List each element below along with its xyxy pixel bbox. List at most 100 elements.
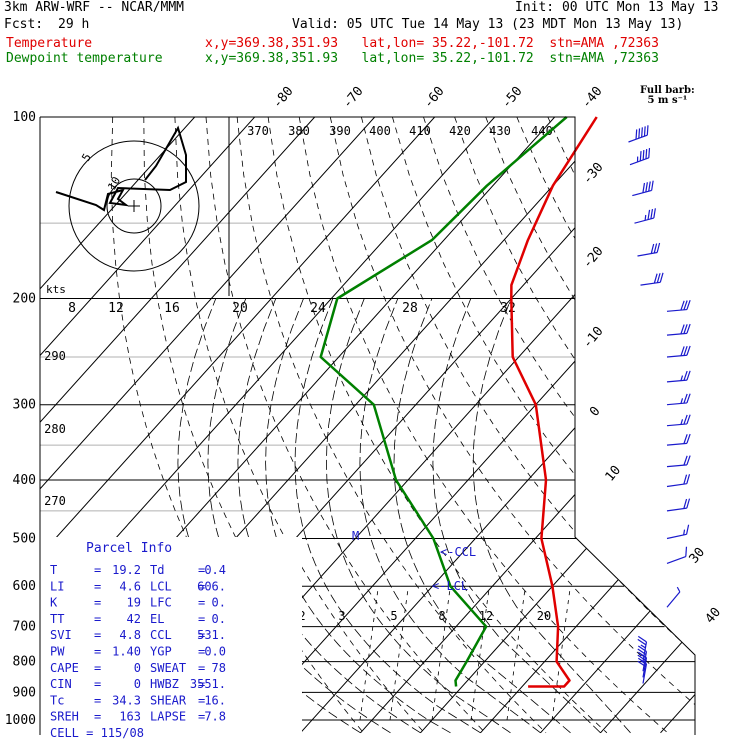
wind-barb-flag-7-0 [686, 323, 691, 334]
wind-barb-staff-12 [666, 442, 687, 446]
parcel-info-title: Parcel Info [86, 541, 172, 556]
wind-barb-0 [628, 125, 649, 143]
series-dewpoint-name: Dewpoint temperature [6, 51, 163, 66]
wind-barb-flag-21-0 [637, 651, 647, 659]
wind-barb-flag-16-0 [685, 524, 690, 535]
wind-barb-half-9 [680, 375, 684, 381]
parcel-row-3-key1: TT [50, 612, 64, 626]
parcel-row-4-key2: CCL [150, 628, 172, 642]
hodograph-ring-label-32: 32 [500, 301, 516, 316]
wind-barb-flag-22-0 [637, 657, 647, 665]
parcel-row-6-eq2: = [198, 661, 205, 675]
parcel-row-2-val2: 0. [212, 596, 226, 610]
wind-barb-flag-8-2 [680, 346, 685, 356]
wind-barb-flag-9-0 [686, 370, 691, 381]
theta-label-430: 430 [489, 124, 511, 138]
wind-barb-half-11 [680, 419, 684, 425]
parcel-row-7-eq1: = [94, 677, 101, 691]
wind-barb-flag-13-1 [683, 455, 688, 466]
parcel-row-8-key2: SHEAR [150, 693, 187, 707]
wind-barb-16 [666, 524, 690, 540]
wind-barb-flag-4-1 [653, 243, 658, 254]
wind-barb-flag-12-1 [683, 434, 688, 444]
wind-barb-4 [637, 242, 661, 257]
wind-barb-staff-19 [642, 641, 648, 662]
mixing-ratio-label-5: 5 [390, 609, 397, 623]
hodograph-trace [55, 125, 187, 212]
wind-barb-flag-6-2 [680, 300, 685, 311]
dry-adiabat-370 [485, 117, 695, 734]
wind-barb-staff-20 [642, 651, 648, 672]
parcel-row-1-val1: 4.6 [119, 579, 141, 593]
hodograph-ring-1 [68, 140, 200, 272]
isotherm-label--30: -30 [580, 160, 607, 188]
wind-barb-flag-3-0 [653, 208, 656, 219]
wind-barb-flag-11-0 [686, 414, 691, 425]
isotherm-labels: -80 -70 -60 -50 -40 -30 -20 -10 0 10 30 40 [270, 84, 724, 627]
parcel-cell-label: CELL = 115/08 [50, 726, 144, 740]
marker-ccl: <-CCL [440, 545, 476, 559]
theta-label-420: 420 [449, 124, 471, 138]
theta-label-280: 280 [44, 422, 66, 436]
dry-adiabat-440 [703, 117, 740, 733]
wind-barb-flag-1-1 [645, 149, 648, 159]
wind-barb-flag-2-1 [648, 181, 651, 192]
mixing-ratio-label-12: 12 [479, 609, 493, 623]
pressure-label-600: 600 [13, 579, 36, 594]
wind-barb-flag-1-3 [639, 151, 642, 161]
wind-barb-flag-8-0 [686, 345, 691, 356]
wind-barb-flag-15-1 [683, 498, 688, 509]
wind-barb-flag-3-1 [650, 208, 654, 219]
wind-barb-5 [640, 272, 664, 286]
theta-label-290: 290 [44, 349, 66, 363]
wind-barb-flag-5-0 [659, 272, 664, 283]
wind-barb-17 [666, 546, 688, 564]
wind-barb-flag-10-0 [686, 393, 691, 404]
wind-barb-3 [634, 208, 656, 224]
wind-barb-staff-9 [666, 379, 687, 383]
dry-adiabat-340 [392, 117, 695, 734]
hodograph-ring-label-12: 12 [108, 301, 124, 316]
isotherm-label-0: 0 [587, 404, 604, 420]
parcel-row-9-key1: SREH [50, 710, 79, 724]
parcel-row-0-eq2: = [198, 563, 205, 577]
pressure-label-900: 900 [13, 685, 36, 700]
isotherm-10 [480, 117, 695, 734]
wind-barb-flag-8-1 [683, 346, 688, 356]
parcel-row-4-key1: SVI [50, 628, 72, 642]
isotherm-label-30: 30 [687, 545, 709, 567]
wind-barb-flag-11-1 [683, 414, 688, 425]
wind-barb-flag-0-2 [641, 127, 643, 138]
parcel-row-4-eq1: = [94, 628, 101, 642]
parcel-row-5-val2: 0.0 [204, 645, 226, 659]
wind-barbs [628, 125, 691, 684]
wind-barb-7 [666, 323, 691, 336]
parcel-row-8-key1: Tc [50, 693, 64, 707]
theta-label-390: 390 [329, 124, 351, 138]
wind-barb-flag-22-1 [637, 660, 647, 668]
wind-barb-8 [666, 345, 691, 358]
wind-barb-flag-21-1 [637, 654, 647, 662]
parcel-row-6-key1: CAPE [50, 661, 79, 675]
moist-adiabat-25 [393, 298, 571, 734]
wind-barb-11 [666, 414, 691, 427]
wind-barb-flag-0-3 [638, 128, 641, 139]
isotherm-label--40: -40 [579, 84, 606, 112]
parcel-row-5-key2: YGP [150, 645, 172, 659]
wind-barb-half-3 [644, 214, 647, 221]
wind-barb-flag-4-2 [650, 243, 655, 254]
isotherm-label--80: -80 [270, 84, 297, 112]
wind-barb-flag-20-0 [637, 645, 647, 653]
theta-label-370: 370 [247, 124, 269, 138]
parcel-row-4-val2: 531. [197, 628, 226, 642]
wind-barb-staff-7 [666, 332, 687, 336]
isotherm--120 [40, 117, 256, 734]
parcel-row-2-eq1: = [94, 596, 101, 610]
parcel-row-7-eq2: = [198, 677, 205, 691]
model-title: 3km ARW-WRF -- NCAR/MMM [4, 0, 185, 15]
parcel-row-2-key1: K [50, 596, 58, 610]
hodograph-ring-label-24: 24 [310, 301, 326, 316]
barb-legend-title: Full barb: [640, 85, 695, 96]
